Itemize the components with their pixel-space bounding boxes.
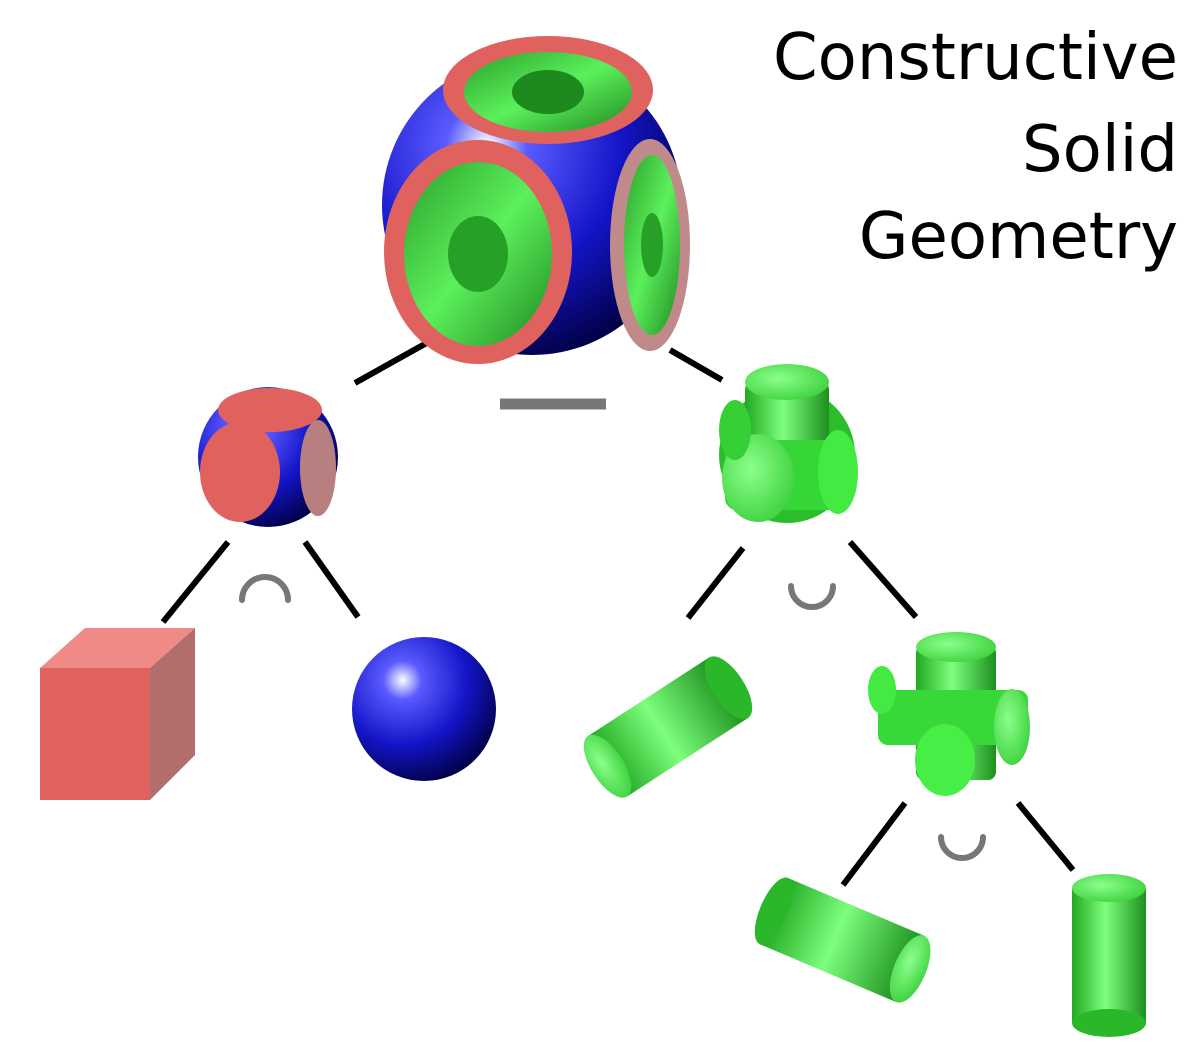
operators bbox=[239, 398, 986, 861]
edge-left-sphere bbox=[302, 540, 361, 619]
title-line-geometry: Geometry bbox=[858, 200, 1178, 274]
edge-sub-cylinder-1 bbox=[840, 801, 908, 887]
union-sub-operator-icon bbox=[938, 834, 986, 861]
cylinder-shape bbox=[583, 656, 753, 798]
sphere-shape bbox=[352, 637, 496, 781]
title-line-constructive: Constructive bbox=[772, 21, 1178, 95]
union-sub-result-shape bbox=[868, 632, 1030, 796]
edge-root-right bbox=[668, 347, 724, 383]
intersection-operator-icon bbox=[239, 574, 291, 603]
edge-left-cube bbox=[160, 540, 231, 624]
cylinder-standing-shape bbox=[1072, 874, 1146, 1037]
union-operator-icon bbox=[788, 583, 836, 610]
title-line-solid: Solid bbox=[1022, 113, 1178, 187]
cube-shape bbox=[40, 628, 195, 800]
edge-right-cylinder bbox=[685, 546, 746, 620]
cylinder-lying-shape bbox=[754, 877, 931, 1003]
edge-right-sub bbox=[847, 540, 919, 619]
difference-result-shape bbox=[382, 36, 690, 364]
tree-edges bbox=[160, 337, 1076, 887]
edge-root-left bbox=[353, 337, 434, 386]
intersection-result-shape bbox=[198, 387, 338, 527]
union-result-shape bbox=[719, 364, 858, 523]
edge-sub-cylinder-2 bbox=[1015, 801, 1076, 872]
